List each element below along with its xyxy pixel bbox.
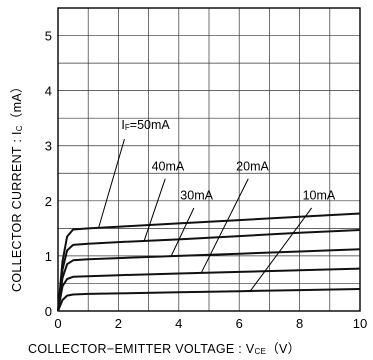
annotation-leader xyxy=(98,138,125,228)
annotation-label-sub: F xyxy=(125,123,130,132)
annotation-label: 20mA xyxy=(236,160,269,174)
x-tick-label: 0 xyxy=(54,316,61,331)
series-line xyxy=(57,229,361,312)
x-ticks: 0 2 4 6 8 10 xyxy=(54,316,367,331)
annotation-label-rest: =50mA xyxy=(130,118,171,132)
series-line xyxy=(57,267,361,312)
series-lines xyxy=(57,212,361,312)
annotation-leader xyxy=(201,178,249,273)
annotation-label: 30mA xyxy=(180,189,213,203)
y-axis-title: COLLECTOR CURRENT : IC（mA） xyxy=(10,80,24,292)
y-tick-label: 2 xyxy=(45,194,52,209)
y-axis-title-sub: C xyxy=(15,125,24,131)
y-tick-label: 1 xyxy=(45,249,52,264)
grid xyxy=(58,8,360,311)
x-tick-label: 8 xyxy=(296,316,303,331)
x-axis-title-sub: CE xyxy=(254,347,266,356)
annotation-label: IF=50mA xyxy=(121,118,170,132)
annotation-label: 10mA xyxy=(303,189,336,203)
y-axis-title-main: COLLECTOR CURRENT : I xyxy=(10,131,24,292)
annotation-leader xyxy=(170,207,195,257)
y-ticks: 0 1 2 3 4 5 xyxy=(45,29,52,319)
annotation-leader xyxy=(143,178,166,242)
y-tick-label: 5 xyxy=(45,29,52,44)
x-tick-label: 4 xyxy=(175,316,182,331)
series-line xyxy=(57,248,361,312)
x-axis-title-unit: （V） xyxy=(266,342,300,356)
y-tick-label: 3 xyxy=(45,139,52,154)
y-axis-title-unit: （mA） xyxy=(10,80,24,125)
x-tick-label: 10 xyxy=(353,316,367,331)
annotation-label: 40mA xyxy=(152,160,185,174)
y-tick-label: 0 xyxy=(45,304,52,319)
x-tick-label: 2 xyxy=(115,316,122,331)
series-line xyxy=(57,212,361,312)
x-tick-label: 6 xyxy=(236,316,243,331)
plot-frame xyxy=(57,7,361,312)
annotation-leader xyxy=(249,207,313,293)
y-tick-label: 4 xyxy=(45,84,52,99)
series-line xyxy=(57,288,361,312)
annotations: IF=50mA 40mA 30mA 20mA 10mA xyxy=(98,118,336,293)
x-axis-title: COLLECTOR−EMITTER VOLTAGE : VCE（V） xyxy=(28,342,300,356)
x-axis-title-main: COLLECTOR−EMITTER VOLTAGE : V xyxy=(28,342,255,356)
annotation-label-main: I xyxy=(121,118,124,132)
